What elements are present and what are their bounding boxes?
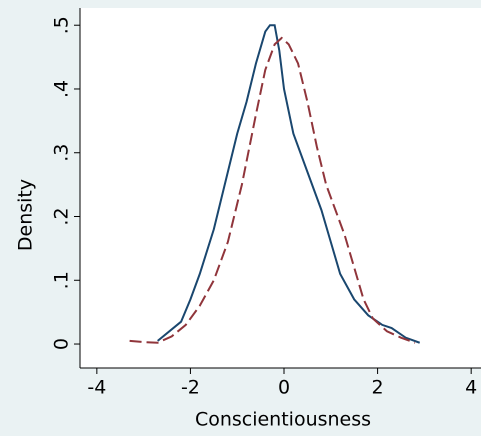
- x-tick-label: -4: [87, 377, 106, 399]
- y-tick-label: .5: [51, 16, 73, 34]
- density-line: [157, 24, 421, 344]
- y-tick-label: .3: [51, 144, 73, 162]
- x-axis-title: Conscientiousness: [195, 409, 371, 431]
- x-tick-label: 0: [278, 377, 290, 399]
- x-tick-label: 4: [465, 377, 477, 399]
- y-tick-label: .2: [51, 207, 73, 225]
- y-axis-title: Density: [15, 179, 37, 251]
- y-tick-label: .1: [51, 271, 73, 289]
- density-line: [129, 36, 416, 344]
- y-tick-label: .4: [51, 80, 73, 98]
- x-tick-label: -2: [181, 377, 200, 399]
- y-tick-label: 0: [51, 338, 73, 350]
- x-tick-label: 2: [372, 377, 384, 399]
